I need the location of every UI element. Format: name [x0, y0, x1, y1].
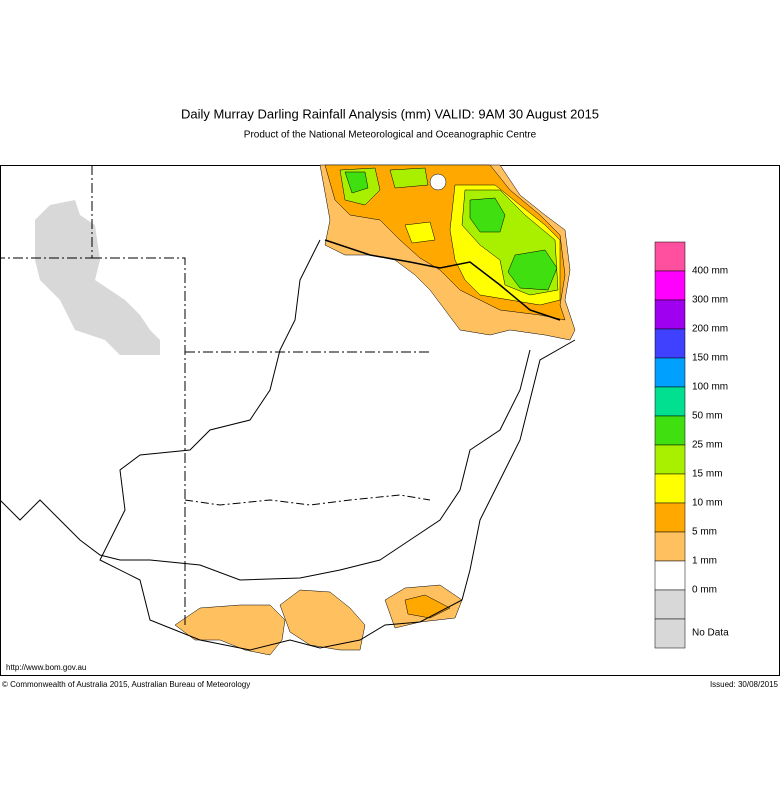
legend-swatch [654, 473, 686, 504]
legend-label: 0 mm [692, 585, 717, 596]
legend-label: 150 mm [692, 353, 728, 364]
rainfall-areas [174, 164, 576, 656]
legend-label: 10 mm [692, 498, 723, 509]
legend-swatch [654, 328, 686, 359]
legend-swatch [654, 270, 686, 301]
legend-label: 300 mm [692, 295, 728, 306]
coast-and-borders [0, 165, 576, 651]
legend-swatch [654, 502, 686, 533]
legend-label: 200 mm [692, 324, 728, 335]
no-data-area [35, 200, 160, 355]
legend-label: 25 mm [692, 440, 723, 451]
legend-label: 400 mm [692, 266, 728, 277]
copyright: © Commonwealth of Australia 2015, Austra… [2, 680, 250, 689]
legend-label: 15 mm [692, 469, 723, 480]
legend-swatch [654, 618, 686, 649]
subtitle: Product of the National Meteorological a… [244, 130, 537, 141]
issued-date: Issued: 30/08/2015 [710, 680, 779, 689]
legend-label: No Data [692, 628, 729, 639]
legend-swatch [654, 299, 686, 330]
legend-label: 50 mm [692, 411, 723, 422]
legend-label: 1 mm [692, 556, 717, 567]
legend-swatch [654, 241, 686, 272]
legend-swatch [654, 560, 686, 591]
legend-swatch [654, 415, 686, 446]
legend-swatch [654, 386, 686, 417]
legend-swatch [654, 589, 686, 620]
legend-label: 5 mm [692, 527, 717, 538]
legend-swatch [654, 357, 686, 388]
legend-swatch [654, 531, 686, 562]
legend: 400 mm 300 mm 200 mm 150 mm 100 mm 50 mm 25 mm… [654, 241, 729, 649]
legend-label: 100 mm [692, 382, 728, 393]
source-url: http://www.bom.gov.au [6, 663, 86, 672]
title: Daily Murray Darling Rainfall Analysis (… [181, 106, 599, 121]
legend-swatch [654, 444, 686, 475]
